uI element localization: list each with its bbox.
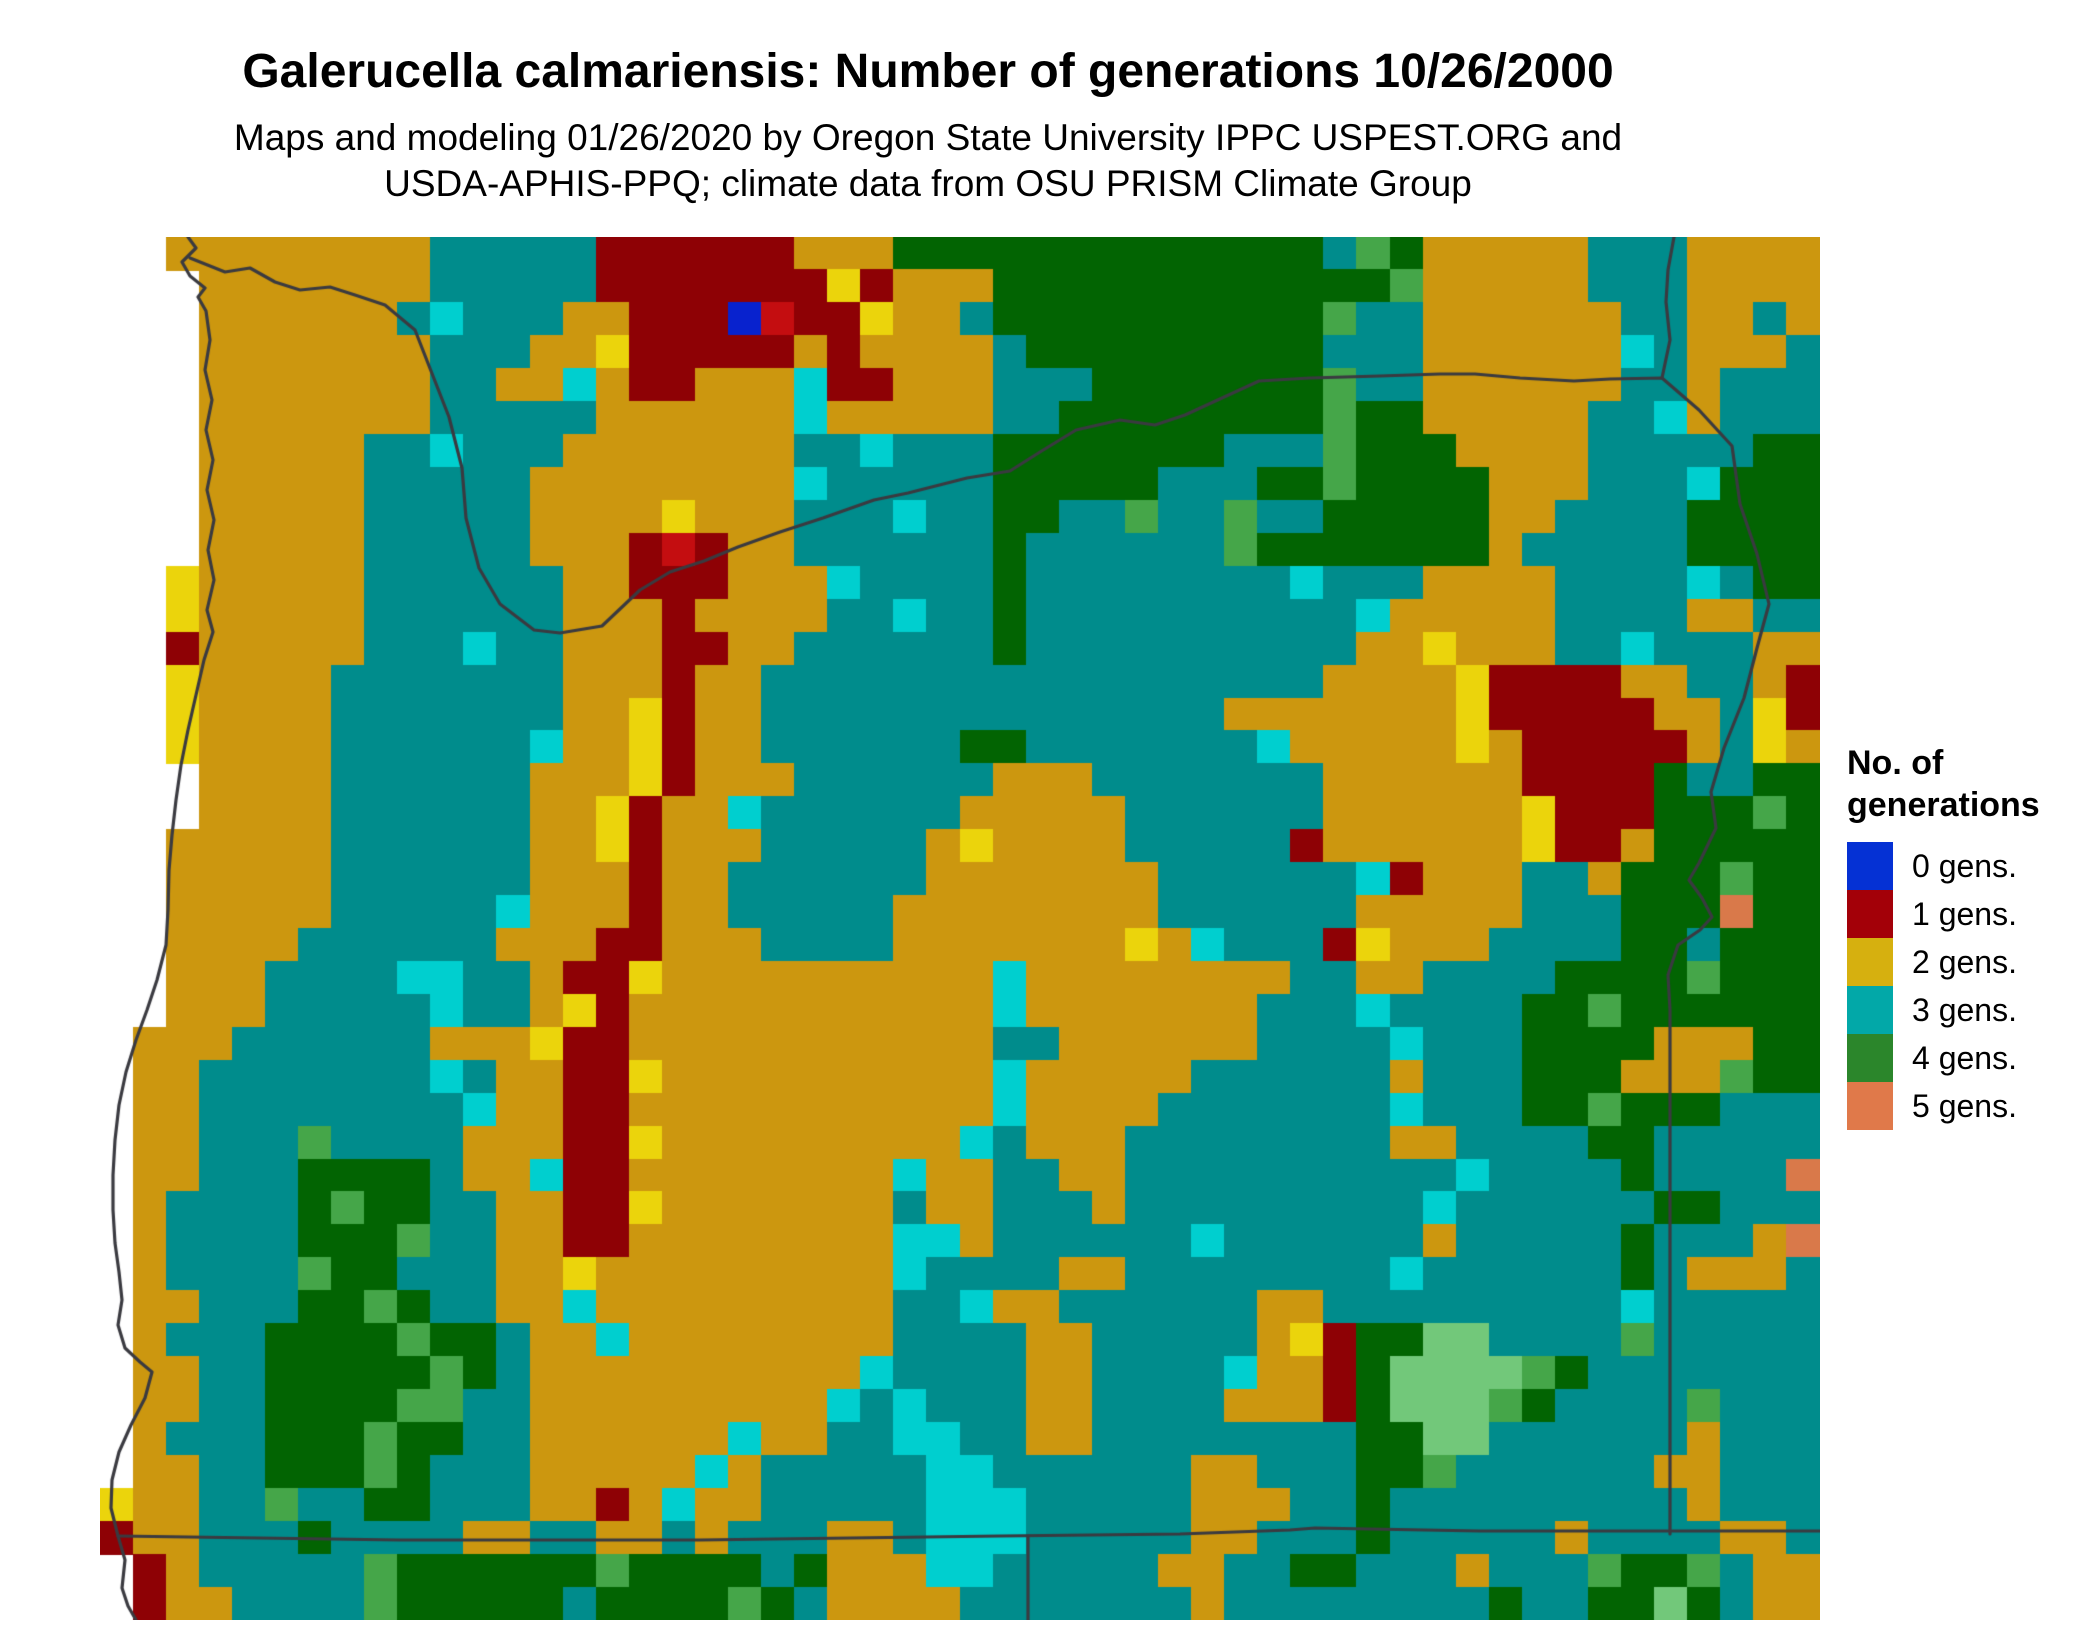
map-subtitle-line1: Maps and modeling 01/26/2020 by Oregon S… — [233, 116, 1623, 158]
legend-swatch-1 — [1847, 890, 1893, 939]
legend-swatch-4 — [1847, 1034, 1893, 1083]
legend-item-3: 3 gens. — [1847, 986, 2097, 1035]
legend-swatch-5 — [1847, 1082, 1893, 1131]
legend-item-label: 0 gens. — [1912, 847, 2017, 884]
generations-raster-map — [100, 237, 1820, 1620]
legend-item-1: 1 gens. — [1847, 890, 2097, 939]
map-subtitle-line2: USDA-APHIS-PPQ; climate data from OSU PR… — [384, 162, 1472, 204]
map-title: Galerucella calmariensis: Number of gene… — [242, 45, 1614, 98]
legend-item-5: 5 gens. — [1847, 1082, 2097, 1131]
legend-item-label: 1 gens. — [1912, 895, 2017, 932]
legend-item-label: 2 gens. — [1912, 943, 2017, 980]
legend-item-4: 4 gens. — [1847, 1034, 2097, 1083]
legend-title-line2: generations — [1847, 786, 2040, 825]
legend-swatch-0 — [1847, 842, 1893, 891]
legend-item-2: 2 gens. — [1847, 938, 2097, 987]
legend-item-0: 0 gens. — [1847, 842, 2097, 891]
legend-item-label: 5 gens. — [1912, 1087, 2017, 1124]
legend: No. of generations 0 gens. 1 gens. 2 gens.… — [1847, 742, 2097, 1131]
legend-title-line1: No. of — [1847, 744, 1944, 782]
legend-item-label: 4 gens. — [1912, 1039, 2017, 1076]
map-area — [100, 237, 1820, 1620]
legend-items: 0 gens. 1 gens. 2 gens. 3 gens. 4 gens. 5 gen… — [1847, 842, 2097, 1131]
legend-swatch-3 — [1847, 986, 1893, 1035]
legend-swatch-2 — [1847, 938, 1893, 987]
legend-title: No. of generations — [1847, 742, 2097, 826]
legend-item-label: 3 gens. — [1912, 991, 2017, 1028]
map-header: Galerucella calmariensis: Number of gene… — [0, 45, 1856, 207]
